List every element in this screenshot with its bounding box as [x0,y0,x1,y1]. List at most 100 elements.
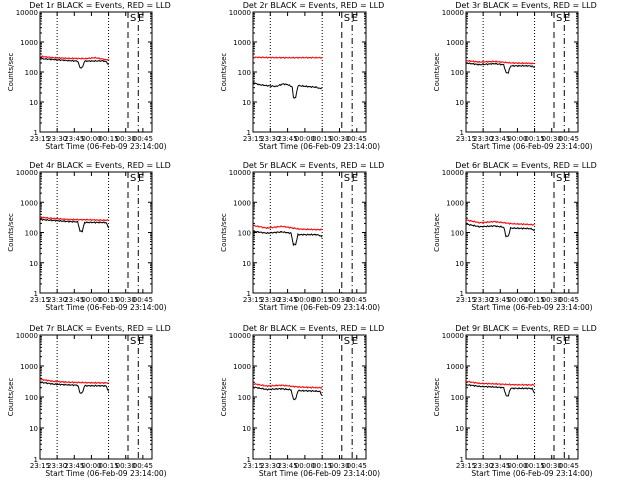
x-tick-label: 00:15 [524,296,544,304]
y-tick-label: 10 [455,425,464,433]
x-axis-label: Start Time (06-Feb-09 23:14:00) [45,303,166,312]
y-axis-label: Counts/sec [7,213,15,252]
x-tick-label: 00:45 [559,296,579,304]
start-marker-label: S [130,13,136,24]
x-tick-label: 23:30 [260,296,280,304]
detector-panel-2: Det 2r BLACK = Events, RED = LLD 1 10 100 10… [220,1,384,151]
x-tick-label: 00:30 [116,135,136,143]
x-tick-label: 00:30 [542,296,562,304]
lld-series-line [39,378,109,385]
detector-panel-6: Det 6r BLACK = Events, RED = LLD 1 10 100 10… [433,161,597,312]
x-tick-label: 00:00 [507,462,527,470]
y-tick-label: 1 [247,129,251,137]
x-axis-label: Start Time (06-Feb-09 23:14:00) [471,142,592,151]
events-series-line [465,62,535,74]
start-marker-label: S [130,336,136,347]
y-tick-label: 1 [34,290,38,298]
y-tick-label: 1000 [20,363,38,371]
start-marker-label: S [556,336,562,347]
detector-panel-7: Det 7r BLACK = Events, RED = LLD 1 10 100 10… [7,324,171,478]
lld-series-line [465,59,535,65]
y-tick-label: 1 [247,290,251,298]
x-tick-label: 23:15 [30,296,50,304]
x-tick-label: 23:15 [30,135,50,143]
y-tick-label: 10 [455,260,464,268]
x-tick-label: 23:30 [47,296,67,304]
start-marker-label: S [130,173,136,184]
y-tick-label: 100 [25,394,38,402]
x-axis-label: Start Time (06-Feb-09 23:14:00) [259,142,380,151]
events-series-line [252,230,323,247]
events-series-line [252,81,323,99]
events-series-line [465,223,535,238]
y-axis-label: Counts/sec [220,53,228,92]
detector-panel-3: Det 3r BLACK = Events, RED = LLD 1 10 100 10… [433,1,597,151]
y-axis-label: Counts/sec [433,53,441,92]
x-tick-label: 00:45 [347,462,367,470]
x-tick-label: 23:30 [473,296,493,304]
y-axis-label: Counts/sec [220,213,228,252]
panel-title: Det 9r BLACK = Events, RED = LLD [455,324,597,333]
panel-title: Det 5r BLACK = Events, RED = LLD [243,161,385,170]
x-tick-label: 00:30 [542,135,562,143]
end-marker-label: E [564,336,570,347]
x-axis-label: Start Time (06-Feb-09 23:14:00) [259,469,380,478]
y-axis-label: Counts/sec [433,213,441,252]
x-tick-label: 00:00 [507,296,527,304]
x-tick-label: 23:45 [277,135,297,143]
y-tick-label: 10 [455,99,464,107]
x-tick-label: 23:45 [490,462,510,470]
y-tick-label: 10000 [442,169,464,177]
x-tick-label: 00:00 [507,135,527,143]
end-marker-label: E [138,13,144,24]
y-axis-label: Counts/sec [7,378,15,417]
lld-series-line [39,216,109,222]
y-tick-label: 10000 [229,169,251,177]
detector-panel-9: Det 9r BLACK = Events, RED = LLD 1 10 100 10… [433,324,597,478]
y-tick-label: 100 [238,230,251,238]
x-tick-label: 00:30 [116,462,136,470]
x-tick-label: 23:15 [456,462,476,470]
start-marker-label: S [344,173,350,184]
events-series-line [39,381,110,395]
y-tick-label: 10000 [229,9,251,17]
x-tick-label: 23:45 [64,296,84,304]
x-tick-label: 00:00 [295,135,315,143]
y-tick-label: 1000 [20,39,38,47]
y-tick-label: 10 [29,99,38,107]
x-tick-label: 23:15 [456,296,476,304]
y-tick-label: 100 [238,394,251,402]
x-tick-label: 00:30 [329,462,349,470]
lld-series-line [252,224,323,231]
panel-title: Det 7r BLACK = Events, RED = LLD [29,324,171,333]
y-tick-label: 1000 [20,199,38,207]
y-axis-label: Counts/sec [220,378,228,417]
x-axis-label: Start Time (06-Feb-09 23:14:00) [471,469,592,478]
start-marker-label: S [556,173,562,184]
panel-title: Det 8r BLACK = Events, RED = LLD [243,324,385,333]
x-tick-label: 00:15 [98,135,118,143]
x-tick-label: 23:45 [64,135,84,143]
y-tick-label: 1 [460,129,464,137]
x-tick-label: 23:45 [277,296,297,304]
panel-title: Det 1r BLACK = Events, RED = LLD [29,1,171,10]
end-marker-label: E [138,173,144,184]
lld-series-line [39,55,109,61]
lld-series-line [465,380,535,387]
x-tick-label: 00:45 [347,296,367,304]
lld-series-line [252,56,323,60]
y-tick-label: 1000 [233,39,251,47]
end-marker-label: E [352,173,358,184]
x-tick-label: 23:45 [277,462,297,470]
y-axis-label: Counts/sec [433,378,441,417]
panel-title: Det 2r BLACK = Events, RED = LLD [243,1,385,10]
x-tick-label: 00:15 [524,462,544,470]
x-tick-label: 23:15 [243,462,263,470]
panel-title: Det 6r BLACK = Events, RED = LLD [455,161,597,170]
y-tick-label: 1 [460,456,464,464]
y-tick-label: 10000 [442,332,464,340]
events-series-line [252,386,323,401]
y-tick-label: 10000 [16,332,38,340]
x-tick-label: 00:00 [81,296,101,304]
start-marker-label: S [344,336,350,347]
